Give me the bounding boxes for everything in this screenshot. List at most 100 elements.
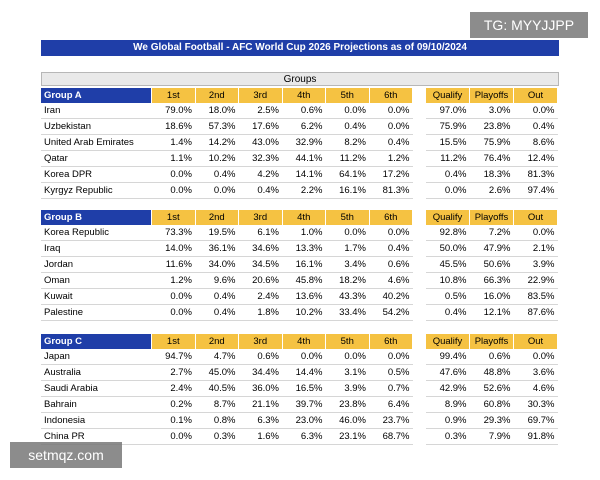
outcome-probability: 7.9% [469,428,514,445]
team-row: Kuwait 0.0% 0.4% 2.4% 13.6% 43.3% 40.2% [41,288,413,305]
position-probability: 1.8% [238,304,282,321]
position-probability: 6.3% [238,412,282,429]
outcome-probability: 8.6% [513,134,558,151]
position-probability: 0.4% [195,304,239,321]
team-name: Indonesia [41,412,152,429]
page-title: We Global Football - AFC World Cup 2026 … [41,40,559,56]
position-probability: 0.0% [325,225,369,241]
position-probability: 23.7% [369,412,413,429]
outcome-probability: 76.4% [469,150,514,167]
position-probability: 64.1% [325,166,369,183]
outcome-probability: 47.9% [469,240,514,257]
outcome-probability: 91.8% [513,428,558,445]
position-probability: 0.4% [325,118,369,135]
team-outcome-row: 15.5% 75.9% 8.6% [426,134,558,151]
position-probability: 17.6% [238,118,282,135]
position-probability: 23.8% [325,396,369,413]
position-probability: 0.4% [369,134,413,151]
outcome-probability: 42.9% [426,380,470,397]
team-outcome-row: 0.4% 18.3% 81.3% [426,166,558,183]
position-probability: 32.9% [282,134,326,151]
column-header: 4th [282,88,326,103]
outcome-probability: 0.3% [426,428,470,445]
team-outcome-row: 10.8% 66.3% 22.9% [426,272,558,289]
position-probability: 19.5% [195,225,239,241]
outcome-probability: 66.3% [469,272,514,289]
position-probability: 36.1% [195,240,239,257]
telegram-watermark: TG: MYYJJPP [470,12,588,38]
position-probability: 94.7% [151,349,195,365]
team-name: Qatar [41,150,152,167]
position-probability: 4.7% [195,349,239,365]
group-table: Group C 1st 2nd 3rd 4th 5th 6th Japan 94.7% 4.7% 0… [41,334,413,445]
team-outcome-row: 45.5% 50.6% 3.9% [426,256,558,273]
position-probability: 0.5% [369,364,413,381]
groups-header: Groups [41,72,559,86]
team-outcome-row: 0.9% 29.3% 69.7% [426,412,558,429]
team-row: Iran 79.0% 18.0% 2.5% 0.6% 0.0% 0.0% [41,103,413,119]
position-probability: 0.0% [325,103,369,119]
outcome-probability: 0.4% [426,304,470,321]
position-probability: 0.4% [369,240,413,257]
position-probability: 6.4% [369,396,413,413]
position-probability: 0.7% [369,380,413,397]
position-probability: 40.2% [369,288,413,305]
position-probability: 0.0% [282,349,326,365]
outcome-probability: 97.0% [426,103,470,119]
column-header: 3rd [238,88,283,103]
position-probability: 0.0% [369,103,413,119]
position-probability: 0.6% [369,256,413,273]
team-name: Oman [41,272,152,289]
position-probability: 3.1% [325,364,369,381]
column-header: 4th [282,210,326,225]
team-outcome-row: 42.9% 52.6% 4.6% [426,380,558,397]
position-probability: 0.0% [151,182,195,199]
outcome-header: Playoffs [469,334,514,349]
team-outcome-row: 11.2% 76.4% 12.4% [426,150,558,167]
position-probability: 13.6% [282,288,326,305]
outcome-probability: 3.6% [513,364,558,381]
outcome-probability: 45.5% [426,256,470,273]
outcome-probability: 0.0% [513,349,558,365]
position-probability: 1.6% [238,428,282,445]
position-probability: 1.2% [151,272,195,289]
position-probability: 0.2% [151,396,195,413]
position-probability: 79.0% [151,103,195,119]
position-probability: 0.4% [195,166,239,183]
position-probability: 11.2% [325,150,369,167]
column-header: 5th [325,334,370,349]
outcome-header: Out [513,88,558,103]
team-name: Palestine [41,304,152,321]
position-probability: 46.0% [325,412,369,429]
position-probability: 0.8% [195,412,239,429]
position-probability: 0.0% [151,428,195,445]
outcome-probability: 87.6% [513,304,558,321]
team-name: Saudi Arabia [41,380,152,397]
position-probability: 6.2% [282,118,326,135]
outcome-probability: 0.0% [426,182,470,199]
group-table: Group A 1st 2nd 3rd 4th 5th 6th Iran 79.0% 18.0% 2… [41,88,413,199]
outcome-probability: 81.3% [513,166,558,183]
outcome-probability: 92.8% [426,225,470,241]
team-row: Indonesia 0.1% 0.8% 6.3% 23.0% 46.0% 23.7% [41,412,413,429]
position-probability: 2.4% [151,380,195,397]
position-probability: 0.0% [151,288,195,305]
team-row: Korea DPR 0.0% 0.4% 4.2% 14.1% 64.1% 17.2% [41,166,413,183]
position-probability: 40.5% [195,380,239,397]
team-row: China PR 0.0% 0.3% 1.6% 6.3% 23.1% 68.7% [41,428,413,445]
outcome-probability: 0.4% [513,118,558,135]
team-name: Australia [41,364,152,381]
outcome-probability: 52.6% [469,380,514,397]
outcome-probability: 7.2% [469,225,514,241]
outcome-probability: 3.0% [469,103,514,119]
position-probability: 68.7% [369,428,413,445]
position-probability: 10.2% [195,150,239,167]
position-probability: 20.6% [238,272,282,289]
position-probability: 1.0% [282,225,326,241]
column-header: 1st [151,88,196,103]
position-probability: 9.6% [195,272,239,289]
position-probability: 73.3% [151,225,195,241]
position-probability: 18.0% [195,103,239,119]
outcome-table: Qualify Playoffs Out 92.8% 7.2% 0.0% 50.0% 47.9… [426,210,558,321]
column-header: 6th [369,210,413,225]
